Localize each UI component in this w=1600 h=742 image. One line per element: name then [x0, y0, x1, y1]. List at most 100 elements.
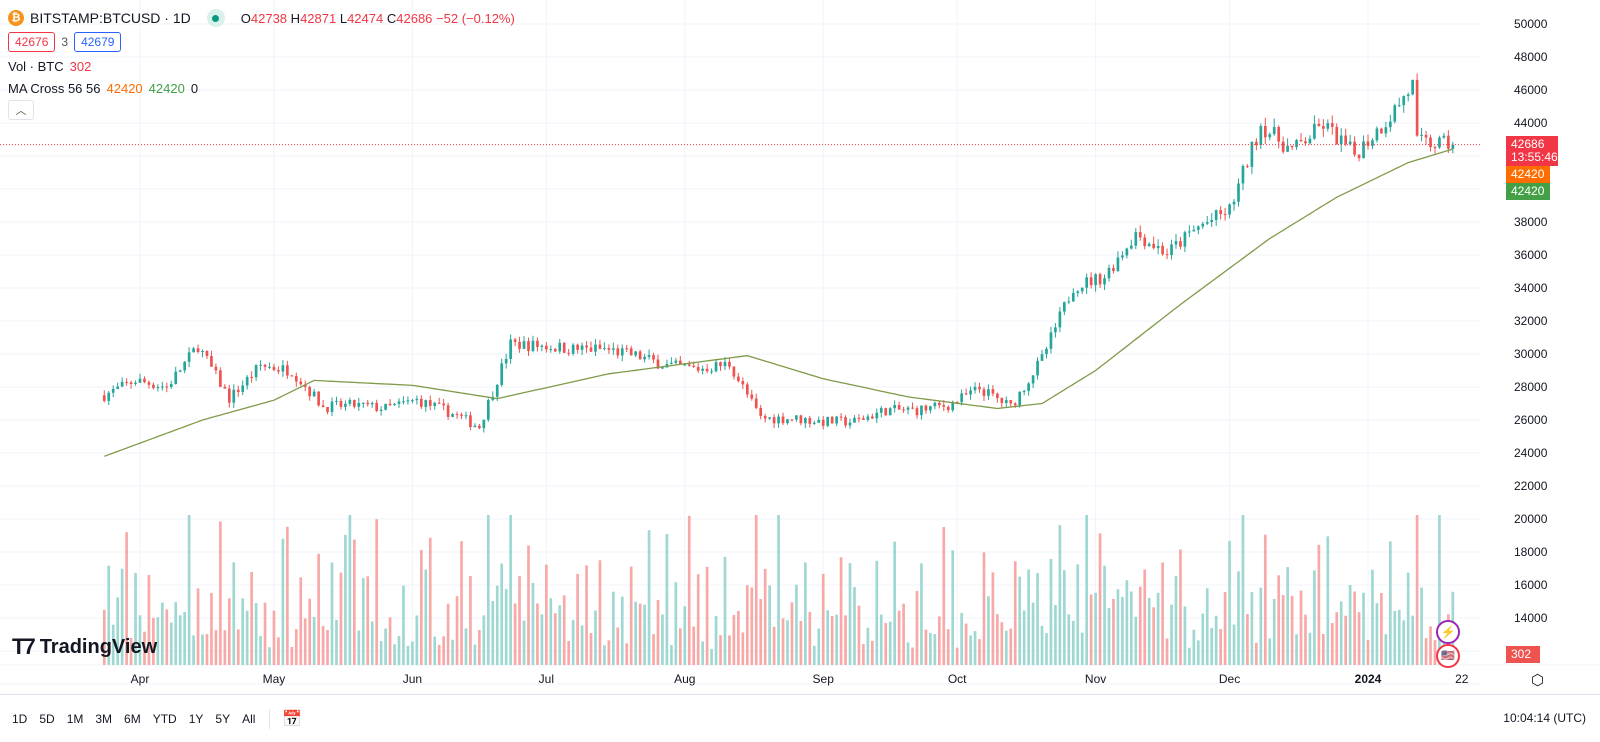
volume-bar	[969, 635, 972, 665]
volume-bar	[442, 636, 445, 665]
candle-body	[536, 340, 539, 347]
symbol-title[interactable]: BITSTAMP:BTCUSD · 1D	[30, 10, 191, 26]
candle-body	[924, 405, 928, 411]
volume-bar	[732, 615, 736, 665]
candle-body	[370, 402, 374, 405]
volume-bar	[183, 611, 186, 665]
candle-body	[768, 417, 771, 419]
volume-bar	[1362, 592, 1365, 665]
candle-body	[969, 390, 972, 395]
candle-body	[424, 400, 428, 407]
candle-body	[357, 402, 361, 407]
candle-body	[754, 398, 758, 408]
buy-button[interactable]: 42679	[74, 32, 122, 52]
range-5d[interactable]: 5D	[39, 711, 55, 726]
volume-bar	[888, 621, 892, 665]
candle-body	[884, 408, 888, 416]
candle-body	[1031, 375, 1035, 384]
volume-bar	[924, 629, 928, 665]
volume-bar	[147, 574, 151, 665]
candle-body	[339, 400, 343, 407]
price-chart[interactable]: 5000048000460004400038000360003400032000…	[0, 0, 1600, 694]
range-ytd[interactable]: YTD	[152, 711, 177, 726]
candle-body	[737, 376, 740, 382]
settings-icon[interactable]: ⬡	[1531, 672, 1545, 689]
candle-body	[187, 352, 191, 362]
candle-body	[678, 360, 682, 365]
clock[interactable]: 10:04:14 (UTC)	[1503, 711, 1586, 725]
candle-body	[156, 387, 160, 389]
candle-body	[169, 384, 173, 387]
ma-slow-value: 42420	[148, 80, 185, 96]
range-3m[interactable]: 3M	[95, 711, 113, 726]
candle-body	[531, 340, 535, 352]
volume-bar	[1174, 575, 1178, 665]
candle-body	[1192, 229, 1196, 232]
volume-bar	[696, 574, 700, 665]
candle-body	[299, 381, 303, 385]
volume-bar	[500, 563, 504, 665]
candle-body	[839, 416, 843, 418]
candle-body	[1299, 140, 1303, 142]
volume-bar	[415, 615, 419, 665]
candle-body	[1371, 140, 1374, 146]
candle-body	[857, 417, 861, 419]
volume-bar	[1147, 597, 1151, 665]
candle-body	[991, 389, 995, 394]
volume-bar	[1067, 614, 1071, 665]
volume-bar	[1308, 632, 1312, 665]
candle-body	[1388, 121, 1392, 128]
sell-button[interactable]: 42676	[8, 32, 56, 52]
candle-body	[1018, 391, 1022, 406]
volume-indicator-label[interactable]: Vol · BTC	[8, 58, 64, 74]
price-axis-label: 14000	[1514, 611, 1548, 625]
range-all[interactable]: All	[242, 711, 256, 726]
candle-body	[1313, 123, 1316, 139]
candle-body	[1246, 165, 1249, 167]
volume-bar	[250, 571, 253, 665]
candle-body	[1438, 137, 1441, 148]
volume-bar	[848, 563, 852, 665]
volume-bar	[553, 613, 557, 665]
volume-bar	[1045, 633, 1048, 665]
tradingview-logo[interactable]: T7 TradingView	[12, 634, 158, 659]
candle-body	[763, 416, 767, 419]
candle-body	[321, 405, 325, 408]
range-5y[interactable]: 5Y	[215, 711, 231, 726]
candle-body	[1357, 154, 1361, 159]
range-1d[interactable]: 1D	[12, 711, 28, 726]
volume-bar	[710, 648, 713, 665]
volume-bar	[1411, 615, 1414, 665]
volume-bar	[1237, 571, 1240, 665]
range-6m[interactable]: 6M	[124, 711, 141, 726]
volume-bar	[982, 552, 986, 665]
time-axis-label: 2024	[1355, 672, 1382, 686]
candle-body	[670, 362, 673, 365]
candle-body	[862, 418, 865, 420]
candle-body	[795, 415, 798, 420]
range-1y[interactable]: 1Y	[188, 711, 204, 726]
candle-body	[192, 348, 195, 353]
volume-bar	[388, 617, 392, 665]
volume-bar	[1246, 614, 1249, 665]
volume-bar	[433, 636, 437, 665]
volume-bar	[1179, 549, 1182, 665]
candle-body	[1326, 123, 1330, 129]
go-to-date-calendar-icon[interactable]: 📅	[282, 710, 303, 728]
volume-bar	[192, 635, 195, 665]
candle-body	[1353, 141, 1356, 155]
collapse-legend-button[interactable]: ︿	[8, 100, 34, 120]
volume-bar	[1322, 634, 1325, 665]
candle-body	[1380, 128, 1383, 134]
volume-bar	[1255, 642, 1258, 665]
ma-cross-label[interactable]: MA Cross 56 56	[8, 80, 101, 96]
candle-body	[344, 403, 347, 407]
range-1m[interactable]: 1M	[66, 711, 84, 726]
candle-body	[879, 408, 883, 413]
lightning-event-icon[interactable]: ⚡	[1436, 620, 1460, 644]
candle-body	[937, 402, 941, 406]
us-flag-event-icon[interactable]: 🇺🇸	[1436, 644, 1460, 668]
candle-body	[1272, 127, 1276, 135]
candle-body	[1103, 278, 1106, 285]
candle-body	[473, 425, 477, 427]
